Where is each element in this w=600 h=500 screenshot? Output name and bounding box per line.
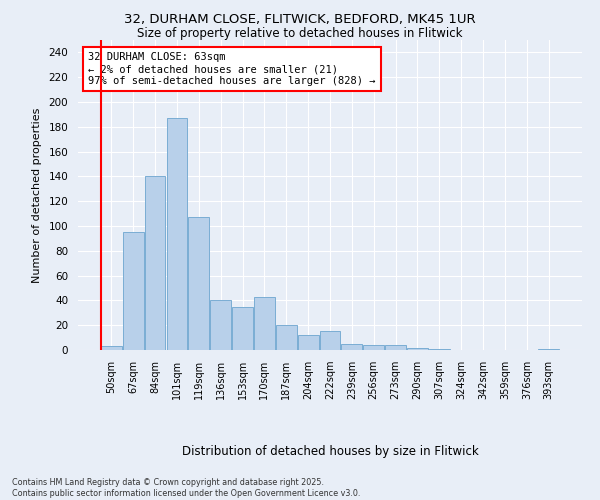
Bar (101, 346, 122, 350)
Bar (341, 344, 362, 350)
Bar (364, 345, 384, 350)
Bar (429, 349, 450, 350)
Bar (298, 335, 319, 350)
Bar (276, 325, 296, 350)
Text: Distribution of detached houses by size in Flitwick: Distribution of detached houses by size … (182, 444, 478, 458)
Bar (188, 218, 209, 350)
Bar (145, 176, 166, 350)
Text: Size of property relative to detached houses in Flitwick: Size of property relative to detached ho… (137, 28, 463, 40)
Bar (254, 296, 275, 350)
Bar (123, 232, 143, 350)
Bar (407, 348, 428, 350)
Bar (385, 345, 406, 350)
Text: 32, DURHAM CLOSE, FLITWICK, BEDFORD, MK45 1UR: 32, DURHAM CLOSE, FLITWICK, BEDFORD, MK4… (124, 12, 476, 26)
Bar (167, 118, 187, 350)
Bar (320, 332, 340, 350)
Bar (538, 349, 559, 350)
Text: Contains HM Land Registry data © Crown copyright and database right 2025.
Contai: Contains HM Land Registry data © Crown c… (12, 478, 361, 498)
Y-axis label: Number of detached properties: Number of detached properties (32, 108, 41, 282)
Bar (232, 306, 253, 350)
Bar (210, 300, 231, 350)
Text: 32 DURHAM CLOSE: 63sqm
← 2% of detached houses are smaller (21)
97% of semi-deta: 32 DURHAM CLOSE: 63sqm ← 2% of detached … (88, 52, 376, 86)
